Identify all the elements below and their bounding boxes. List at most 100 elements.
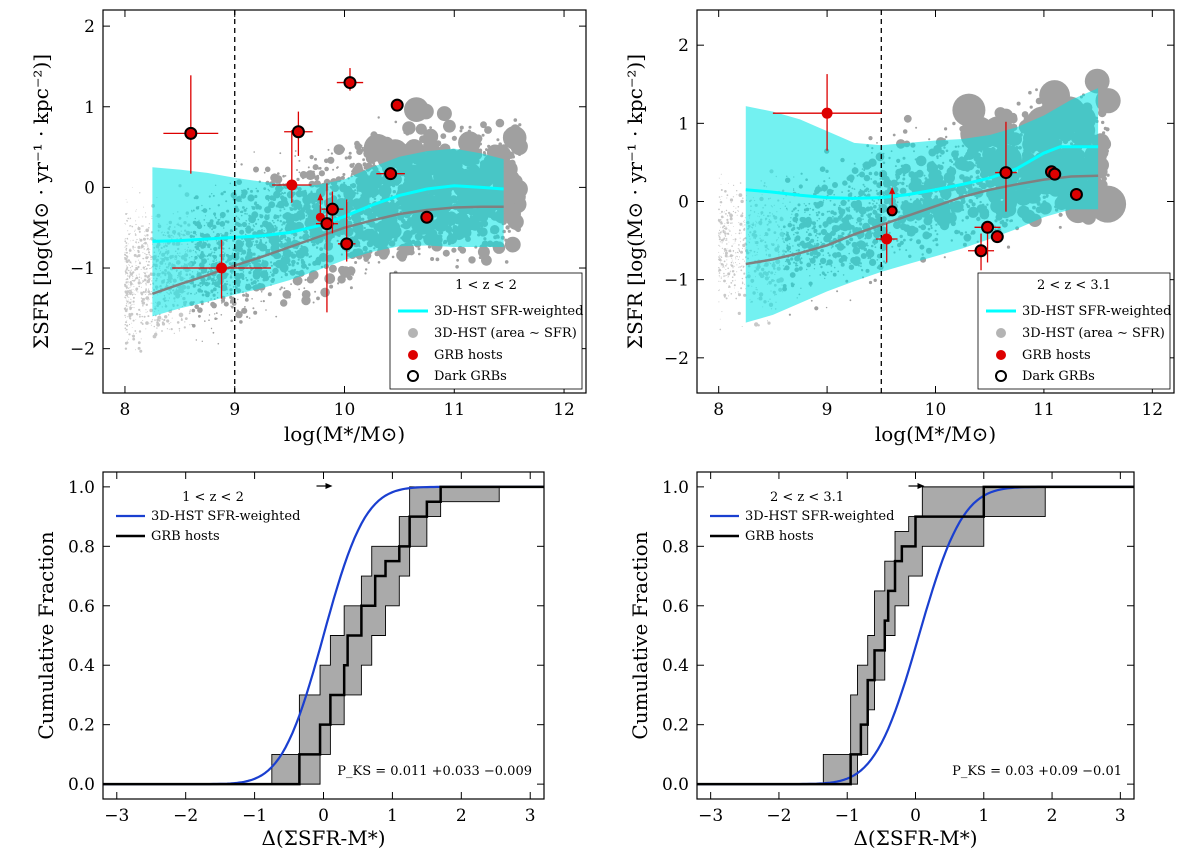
- background-galaxy: [347, 274, 353, 281]
- background-galaxy: [316, 296, 320, 301]
- background-galaxy: [220, 314, 223, 316]
- background-galaxy: [139, 313, 141, 316]
- background-galaxy: [134, 246, 136, 248]
- background-galaxy: [732, 243, 734, 245]
- background-galaxy: [484, 126, 492, 134]
- background-galaxy: [735, 262, 736, 264]
- background-galaxy: [137, 227, 141, 231]
- background-galaxy: [742, 258, 744, 260]
- background-galaxy: [145, 303, 148, 306]
- background-galaxy: [140, 286, 142, 288]
- background-galaxy: [741, 223, 743, 225]
- background-galaxy: [738, 222, 740, 224]
- background-galaxy: [127, 259, 130, 261]
- background-galaxy: [126, 248, 127, 249]
- background-galaxy: [126, 219, 128, 222]
- background-galaxy: [183, 326, 186, 329]
- background-galaxy: [137, 245, 141, 249]
- background-galaxy: [144, 252, 146, 255]
- background-galaxy: [728, 249, 731, 252]
- background-galaxy: [139, 254, 141, 256]
- background-galaxy: [126, 284, 128, 286]
- background-galaxy: [314, 175, 320, 181]
- background-galaxy: [135, 277, 137, 280]
- background-galaxy: [131, 285, 133, 287]
- background-galaxy: [145, 266, 147, 267]
- background-galaxy: [267, 292, 272, 297]
- background-galaxy: [721, 210, 723, 213]
- background-galaxy: [129, 252, 130, 254]
- background-galaxy: [128, 297, 130, 298]
- background-galaxy: [145, 235, 147, 237]
- background-galaxy: [721, 276, 723, 278]
- background-galaxy: [137, 346, 141, 350]
- background-galaxy: [149, 268, 150, 270]
- background-galaxy: [719, 213, 721, 214]
- background-galaxy: [342, 173, 346, 176]
- background-galaxy: [436, 106, 452, 122]
- background-galaxy: [723, 225, 726, 228]
- background-galaxy: [367, 261, 370, 264]
- background-galaxy: [154, 332, 158, 337]
- background-galaxy: [125, 258, 128, 261]
- background-galaxy: [721, 230, 722, 232]
- background-galaxy: [728, 295, 729, 297]
- background-galaxy: [140, 321, 143, 324]
- background-galaxy: [725, 235, 727, 237]
- background-galaxy: [161, 321, 165, 324]
- background-galaxy: [194, 304, 199, 310]
- background-galaxy: [743, 273, 745, 275]
- background-galaxy: [725, 297, 728, 300]
- background-galaxy: [304, 278, 307, 281]
- background-galaxy: [739, 237, 741, 239]
- background-galaxy: [240, 163, 243, 166]
- background-galaxy: [144, 231, 146, 233]
- background-galaxy: [125, 199, 127, 201]
- background-galaxy: [156, 318, 159, 322]
- background-galaxy: [730, 249, 731, 251]
- background-galaxy: [330, 152, 333, 155]
- background-galaxy: [377, 261, 381, 264]
- background-galaxy: [150, 320, 153, 323]
- background-galaxy: [944, 127, 948, 131]
- background-galaxy: [130, 269, 132, 271]
- background-galaxy: [132, 300, 135, 303]
- background-galaxy: [928, 138, 931, 141]
- background-galaxy: [902, 129, 908, 134]
- background-galaxy: [253, 310, 258, 315]
- background-galaxy: [134, 230, 136, 232]
- background-galaxy: [126, 341, 128, 344]
- background-galaxy: [730, 264, 732, 266]
- background-galaxy: [124, 246, 126, 248]
- background-galaxy: [124, 316, 126, 318]
- background-galaxy: [429, 126, 432, 129]
- background-galaxy: [404, 97, 429, 122]
- plot-area: [717, 10, 1127, 393]
- background-galaxy: [125, 279, 127, 281]
- background-galaxy: [149, 283, 152, 286]
- background-galaxy: [720, 199, 721, 200]
- background-galaxy: [739, 229, 741, 232]
- background-galaxy: [736, 190, 738, 192]
- background-galaxy: [125, 274, 127, 275]
- background-galaxy: [134, 290, 136, 291]
- background-galaxy: [146, 243, 148, 245]
- background-galaxy: [149, 239, 150, 241]
- background-galaxy: [177, 321, 179, 323]
- background-galaxy: [738, 193, 743, 198]
- background-galaxy: [150, 255, 152, 257]
- dark-grb-host: [291, 125, 305, 139]
- background-galaxy: [129, 261, 132, 264]
- background-galaxy: [197, 307, 203, 313]
- background-galaxy: [318, 170, 325, 177]
- background-galaxy: [719, 201, 723, 204]
- background-galaxy: [148, 264, 150, 266]
- background-galaxy: [126, 288, 128, 289]
- background-galaxy: [180, 318, 183, 321]
- dark-grb-host: [384, 167, 398, 181]
- background-galaxy: [136, 313, 138, 315]
- background-galaxy: [718, 256, 720, 258]
- background-galaxy: [139, 349, 143, 353]
- background-galaxy: [223, 301, 229, 307]
